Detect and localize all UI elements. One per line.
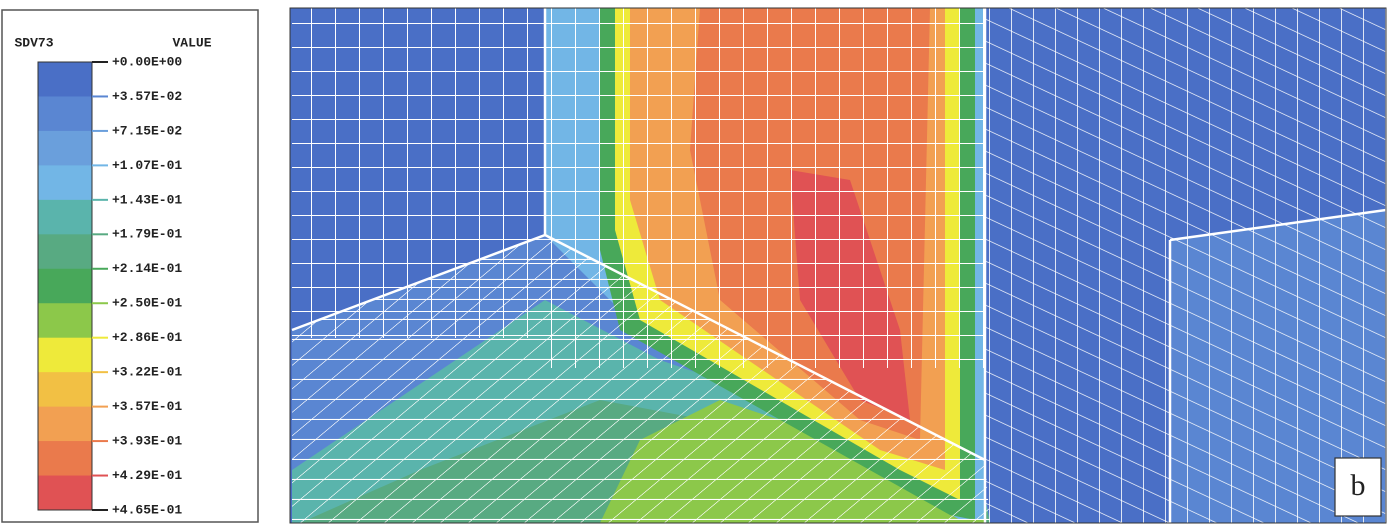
legend-label: +1.79E-01 xyxy=(112,227,182,242)
legend-label: +2.86E-01 xyxy=(112,330,182,345)
legend-band xyxy=(38,475,92,511)
contour-plot xyxy=(290,8,1386,523)
legend-band xyxy=(38,130,92,166)
plot-frame xyxy=(289,7,1387,524)
legend-band xyxy=(38,234,92,270)
legend-label: +4.65E-01 xyxy=(112,502,182,517)
legend-label: +0.00E+00 xyxy=(112,54,182,69)
legend-band xyxy=(38,199,92,235)
legend-label: +1.43E-01 xyxy=(112,192,182,207)
legend-band xyxy=(38,62,92,97)
legend-label: +4.29E-01 xyxy=(112,468,182,483)
legend-band xyxy=(38,303,92,339)
legend-label: +1.07E-01 xyxy=(112,158,182,173)
legend-label: +3.57E-02 xyxy=(112,89,182,104)
legend: +0.00E+00 +3.57E-02 +7.15E-02 +1.07E-01 +1.4… xyxy=(37,54,182,517)
legend-band xyxy=(38,372,92,408)
legend-band xyxy=(38,406,92,442)
legend-band xyxy=(38,268,92,304)
legend-label: +3.57E-01 xyxy=(112,399,182,414)
panel-label: b xyxy=(1351,469,1366,502)
legend-band xyxy=(38,165,92,201)
legend-bar-frame xyxy=(37,61,93,511)
legend-label: +2.14E-01 xyxy=(112,261,182,276)
legend-band xyxy=(38,337,92,373)
legend-header: VALUE xyxy=(172,35,211,50)
legend-title: SDV73 xyxy=(14,35,53,50)
panel-label-box xyxy=(1334,457,1382,517)
legend-label: +2.50E-01 xyxy=(112,296,182,311)
legend-label: +3.22E-01 xyxy=(112,365,182,380)
legend-label: +3.93E-01 xyxy=(112,434,182,449)
legend-label: +7.15E-02 xyxy=(112,123,182,138)
legend-band xyxy=(38,441,92,477)
legend-band xyxy=(38,96,92,132)
